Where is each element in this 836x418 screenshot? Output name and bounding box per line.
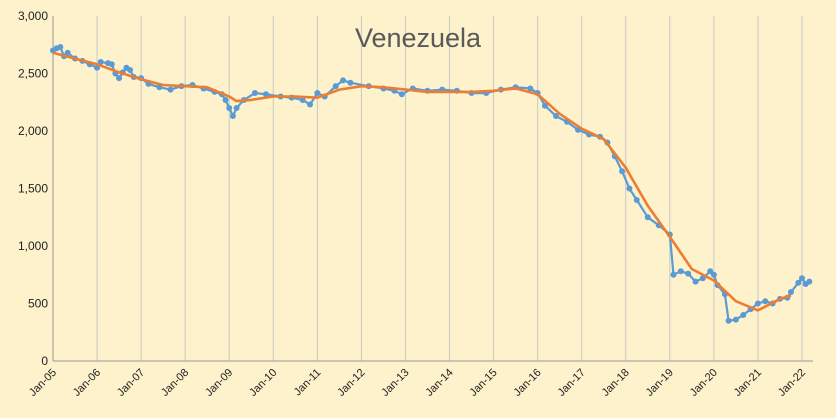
series-1-point [347, 79, 354, 86]
x-tick-label: Jan-12 [335, 367, 367, 399]
chart-title: Venezuela [355, 23, 482, 53]
y-tick-label: 0 [41, 354, 48, 368]
series-1-point [725, 317, 732, 324]
series-1-point [314, 90, 321, 97]
series-1-point [398, 91, 405, 98]
series-1-point [762, 298, 769, 305]
series-1-point [732, 316, 739, 323]
y-tick-label: 1,000 [18, 239, 48, 253]
y-tick-label: 2,500 [18, 67, 48, 81]
x-tick-label: Jan-17 [556, 367, 588, 399]
series-1-point [692, 278, 699, 285]
x-tick-label: Jan-13 [379, 367, 411, 399]
y-tick-label: 500 [28, 297, 48, 311]
series-2-line [52, 51, 792, 312]
series-1-point [307, 101, 314, 108]
series-markers [50, 44, 813, 324]
series-1-point [552, 113, 559, 120]
series-1-point [340, 77, 347, 84]
series-1-point [57, 44, 64, 51]
series-1-point [229, 113, 236, 120]
x-tick-label: Jan-15 [467, 367, 499, 399]
x-tick-label: Jan-11 [292, 367, 324, 399]
series-1-point [97, 59, 104, 65]
series-1-point [677, 268, 684, 275]
series-1-point [740, 312, 747, 318]
y-tick-label: 1,500 [18, 182, 48, 196]
series-1-point [626, 185, 633, 192]
series-1-point [710, 271, 717, 278]
series-1-point [527, 85, 534, 92]
series-1-point [644, 214, 651, 221]
series-1-point [262, 91, 269, 98]
series-1-point [541, 102, 548, 109]
x-tick-label: Jan-18 [600, 367, 632, 399]
axes [52, 16, 813, 362]
x-tick-label: Jan-19 [644, 367, 676, 399]
series-1-point [685, 270, 692, 277]
series-1-point [94, 64, 101, 71]
series-1-point [226, 105, 233, 111]
series-1-point [156, 84, 163, 91]
series-1-point [332, 83, 339, 90]
series-1-point [167, 86, 174, 93]
y-tick-label: 3,000 [18, 9, 48, 23]
series-1-point [619, 168, 626, 175]
x-tick-label: Jan-14 [423, 367, 455, 399]
series-1-point [108, 61, 115, 68]
series-1-point [670, 271, 677, 278]
x-tick-label: Jan-21 [732, 367, 764, 399]
series-1-point [795, 279, 802, 286]
series-1-point [754, 300, 761, 307]
x-tick-label: Jan-10 [247, 367, 279, 399]
x-tick-label: Jan-05 [27, 367, 59, 399]
x-tick-label: Jan-16 [511, 367, 543, 399]
series-1-point [116, 75, 123, 82]
series-1-point [633, 197, 640, 203]
x-tick-label: Jan-22 [776, 367, 808, 399]
tick-labels: Jan-05 Jan-06 Jan-07 Jan-08 Jan-09 Jan-10 Jan-… [18, 9, 808, 399]
x-tick-label: Jan-08 [159, 367, 191, 399]
gridlines [52, 16, 803, 361]
series-1-point [233, 105, 240, 111]
series-1-point [222, 96, 229, 103]
series-1-point [251, 90, 258, 97]
y-tick-label: 2,000 [18, 124, 48, 138]
series-1-point [64, 49, 71, 56]
x-tick-label: Jan-06 [71, 367, 103, 399]
series-1-point [806, 278, 813, 285]
series-1-point [798, 275, 805, 282]
series-1-point [127, 67, 134, 74]
x-tick-label: Jan-09 [203, 367, 235, 399]
series-1-point [787, 289, 794, 295]
series-1-point [299, 96, 306, 103]
x-tick-label: Jan-20 [688, 367, 720, 399]
x-tick-label: Jan-07 [115, 367, 147, 399]
